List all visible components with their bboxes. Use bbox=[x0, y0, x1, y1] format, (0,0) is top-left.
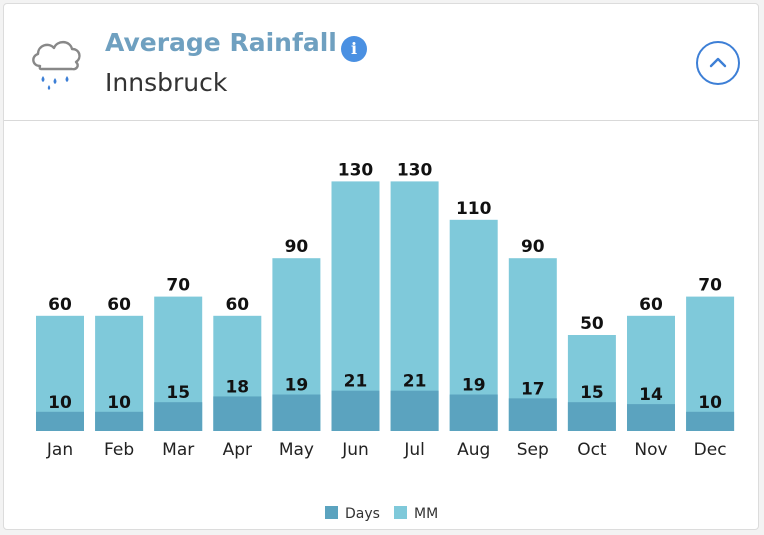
bar-days-nov bbox=[627, 404, 675, 431]
info-icon[interactable]: i bbox=[341, 36, 367, 62]
x-tick-label: Jul bbox=[403, 440, 425, 460]
data-label-days: 18 bbox=[225, 377, 249, 397]
x-tick-label: Mar bbox=[162, 440, 194, 460]
data-label-mm: 60 bbox=[639, 295, 663, 315]
rainfall-card: Average Rainfall i Innsbruck 60 10 Jan 60 10… bbox=[3, 3, 759, 530]
bar-days-mar bbox=[154, 402, 203, 431]
data-label-days: 10 bbox=[107, 393, 131, 413]
x-tick-label: Aug bbox=[457, 440, 490, 460]
data-label-days: 21 bbox=[403, 372, 427, 392]
card-header: Average Rainfall i Innsbruck bbox=[4, 4, 758, 121]
data-label-days: 17 bbox=[521, 379, 545, 399]
data-label-mm: 70 bbox=[698, 276, 722, 296]
data-label-mm: 90 bbox=[285, 237, 309, 257]
x-tick-label: Oct bbox=[577, 440, 607, 460]
rain-cloud-icon bbox=[32, 40, 81, 90]
bar-days-feb bbox=[95, 411, 144, 431]
bar-mm-jul bbox=[390, 181, 439, 431]
bar-days-sep bbox=[508, 398, 557, 431]
data-label-days: 19 bbox=[462, 376, 486, 396]
x-tick-label: Nov bbox=[634, 440, 667, 460]
bar-mm-dec bbox=[686, 296, 735, 431]
data-label-mm: 110 bbox=[456, 199, 492, 219]
data-label-mm: 70 bbox=[166, 276, 190, 296]
data-label-days: 10 bbox=[48, 393, 72, 413]
data-label-mm: 60 bbox=[48, 295, 72, 315]
page-title: Average Rainfall bbox=[105, 28, 337, 57]
legend-label-mm: MM bbox=[414, 506, 438, 522]
bar-days-oct bbox=[567, 402, 616, 431]
data-label-mm: 50 bbox=[580, 314, 604, 334]
data-label-days: 15 bbox=[580, 383, 604, 403]
x-tick-label: Dec bbox=[694, 440, 727, 460]
data-label-days: 14 bbox=[639, 385, 663, 405]
data-label-days: 19 bbox=[285, 376, 309, 396]
bar-days-jan bbox=[36, 411, 84, 431]
legend-label-days: Days bbox=[345, 506, 380, 522]
rainfall-chart: 60 10 Jan 60 10 Feb 70 15 Mar 60 18 Apr 90 19 May 130 21… bbox=[36, 160, 735, 522]
data-label-mm: 60 bbox=[225, 295, 249, 315]
bar-days-apr bbox=[213, 396, 262, 431]
x-tick-label: Sep bbox=[517, 440, 549, 460]
x-tick-label: Jan bbox=[46, 440, 73, 460]
x-tick-label: Feb bbox=[104, 440, 134, 460]
location-name: Innsbruck bbox=[105, 68, 228, 97]
bar-days-aug bbox=[449, 394, 498, 431]
data-label-mm: 60 bbox=[107, 295, 131, 315]
legend-swatch-mm bbox=[394, 506, 407, 519]
x-tick-label: Apr bbox=[223, 440, 252, 460]
x-tick-label: May bbox=[279, 440, 314, 460]
bar-mm-jun bbox=[331, 181, 380, 431]
data-label-days: 10 bbox=[698, 393, 722, 413]
x-tick-label: Jun bbox=[341, 440, 369, 460]
data-label-mm: 130 bbox=[338, 160, 374, 180]
data-label-mm: 90 bbox=[521, 237, 545, 257]
collapse-button[interactable] bbox=[696, 41, 740, 85]
data-label-days: 21 bbox=[344, 372, 368, 392]
legend-swatch-days bbox=[325, 506, 338, 519]
data-label-days: 15 bbox=[166, 383, 190, 403]
bar-days-jun bbox=[331, 390, 380, 431]
data-label-mm: 130 bbox=[397, 160, 433, 180]
bar-days-may bbox=[272, 394, 321, 431]
chevron-up-icon bbox=[709, 57, 727, 68]
bar-days-jul bbox=[390, 390, 439, 431]
bar-days-dec bbox=[686, 411, 735, 431]
